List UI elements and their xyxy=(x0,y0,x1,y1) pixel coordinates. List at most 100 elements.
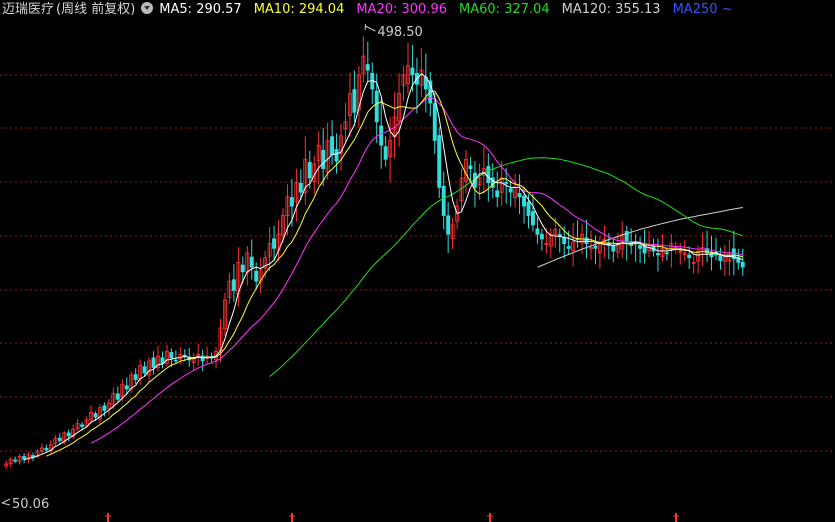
low-marker xyxy=(1,498,11,506)
candle-body xyxy=(164,351,169,364)
candle-body xyxy=(562,237,567,245)
candle-body xyxy=(383,146,388,160)
candle-body xyxy=(526,201,531,216)
candle-body xyxy=(44,447,49,451)
candle-body xyxy=(124,385,129,390)
candle-body xyxy=(39,447,44,452)
candle-body xyxy=(267,243,272,257)
candle-body xyxy=(339,135,343,155)
candle-body xyxy=(388,140,393,157)
candle-body xyxy=(450,224,455,240)
ma-legend-item[interactable]: MA5: 290.57 xyxy=(159,2,242,17)
candle-body xyxy=(200,355,205,362)
candle-body xyxy=(566,246,571,249)
low-label: 50.06 xyxy=(12,497,49,512)
candle-body xyxy=(325,140,330,173)
candle-body xyxy=(504,182,509,184)
candle-body xyxy=(84,419,89,427)
candle-body xyxy=(8,458,13,465)
candle-body xyxy=(655,253,660,256)
candle-body xyxy=(321,149,326,170)
candle-body xyxy=(222,299,227,330)
candle-body xyxy=(133,374,138,380)
candle-body xyxy=(508,188,513,193)
candle-body xyxy=(66,432,71,437)
ma60-line xyxy=(269,157,743,377)
candle-body xyxy=(71,428,76,438)
candle-body xyxy=(691,261,696,264)
candle-body xyxy=(303,158,308,194)
candle-body xyxy=(548,233,553,247)
candle-body xyxy=(477,177,482,185)
period-mode: (周线 前复权) xyxy=(56,2,136,17)
candle-body xyxy=(401,74,406,86)
candle-body xyxy=(673,246,678,249)
candle-body xyxy=(227,280,232,298)
candle-body xyxy=(347,93,352,117)
candle-body xyxy=(446,215,451,235)
candle-body xyxy=(468,165,473,170)
ma-legend-item[interactable]: MA250 ~ xyxy=(672,2,733,17)
candle-body xyxy=(98,407,102,420)
candle-body xyxy=(57,437,62,441)
candle-body xyxy=(93,413,98,418)
candle-body xyxy=(120,383,125,398)
candle-body xyxy=(740,261,745,268)
candle-body xyxy=(4,463,9,467)
stock-name: 迈瑞医疗 xyxy=(2,2,55,17)
candle-body xyxy=(156,355,160,369)
candle-body xyxy=(696,250,701,262)
candle-body xyxy=(231,279,236,291)
candle-body xyxy=(531,211,535,226)
ma-legend-item[interactable]: MA20: 300.96 xyxy=(356,2,447,17)
candle-body xyxy=(611,245,616,252)
candle-body xyxy=(544,243,549,246)
candle-body xyxy=(539,233,544,240)
candle-body xyxy=(249,256,254,268)
candle-body xyxy=(682,252,687,255)
candle-body xyxy=(254,270,259,282)
candle-body xyxy=(307,162,312,179)
candle-body xyxy=(352,89,357,113)
candle-body xyxy=(361,55,366,75)
candle-body xyxy=(281,215,285,236)
candle-body xyxy=(115,393,120,400)
ma5-line xyxy=(23,73,743,461)
candle-body xyxy=(374,90,379,123)
candle-body xyxy=(437,135,442,188)
candle-body xyxy=(589,246,593,250)
candle-body xyxy=(553,229,558,235)
candle-body xyxy=(517,193,522,198)
ma-legend: MA5: 290.57 MA10: 294.04 MA20: 300.96 MA60:… xyxy=(159,0,744,20)
ma-legend-item[interactable]: MA10: 294.04 xyxy=(253,2,345,17)
candle-body xyxy=(285,196,290,216)
candle-body xyxy=(356,74,361,111)
candle-body xyxy=(289,197,294,207)
candle-body xyxy=(13,459,18,462)
candle-body xyxy=(173,359,178,362)
candle-body xyxy=(196,353,201,356)
candle-body xyxy=(330,136,335,155)
candle-body xyxy=(17,456,22,463)
candle-body xyxy=(495,190,500,198)
candle-body xyxy=(151,357,156,368)
candle-body xyxy=(142,366,147,374)
ma-legend-item[interactable]: MA60: 327.04 xyxy=(459,2,550,17)
candle-body xyxy=(687,254,692,259)
ma-legend-item[interactable]: MA120: 355.13 xyxy=(561,2,661,17)
candle-body xyxy=(169,352,174,359)
candle-body xyxy=(102,405,107,411)
candle-body xyxy=(334,149,339,162)
ma-settings-icon[interactable] xyxy=(141,2,154,14)
candle-body xyxy=(263,257,268,269)
candle-body xyxy=(272,238,277,249)
candle-body xyxy=(298,182,303,193)
candle-body xyxy=(343,121,348,130)
candle-body xyxy=(571,241,576,251)
ma20-line xyxy=(90,97,743,444)
candle-body xyxy=(147,360,152,376)
candle-body xyxy=(441,185,446,216)
candle-body xyxy=(535,228,540,235)
candle-body xyxy=(584,237,589,245)
